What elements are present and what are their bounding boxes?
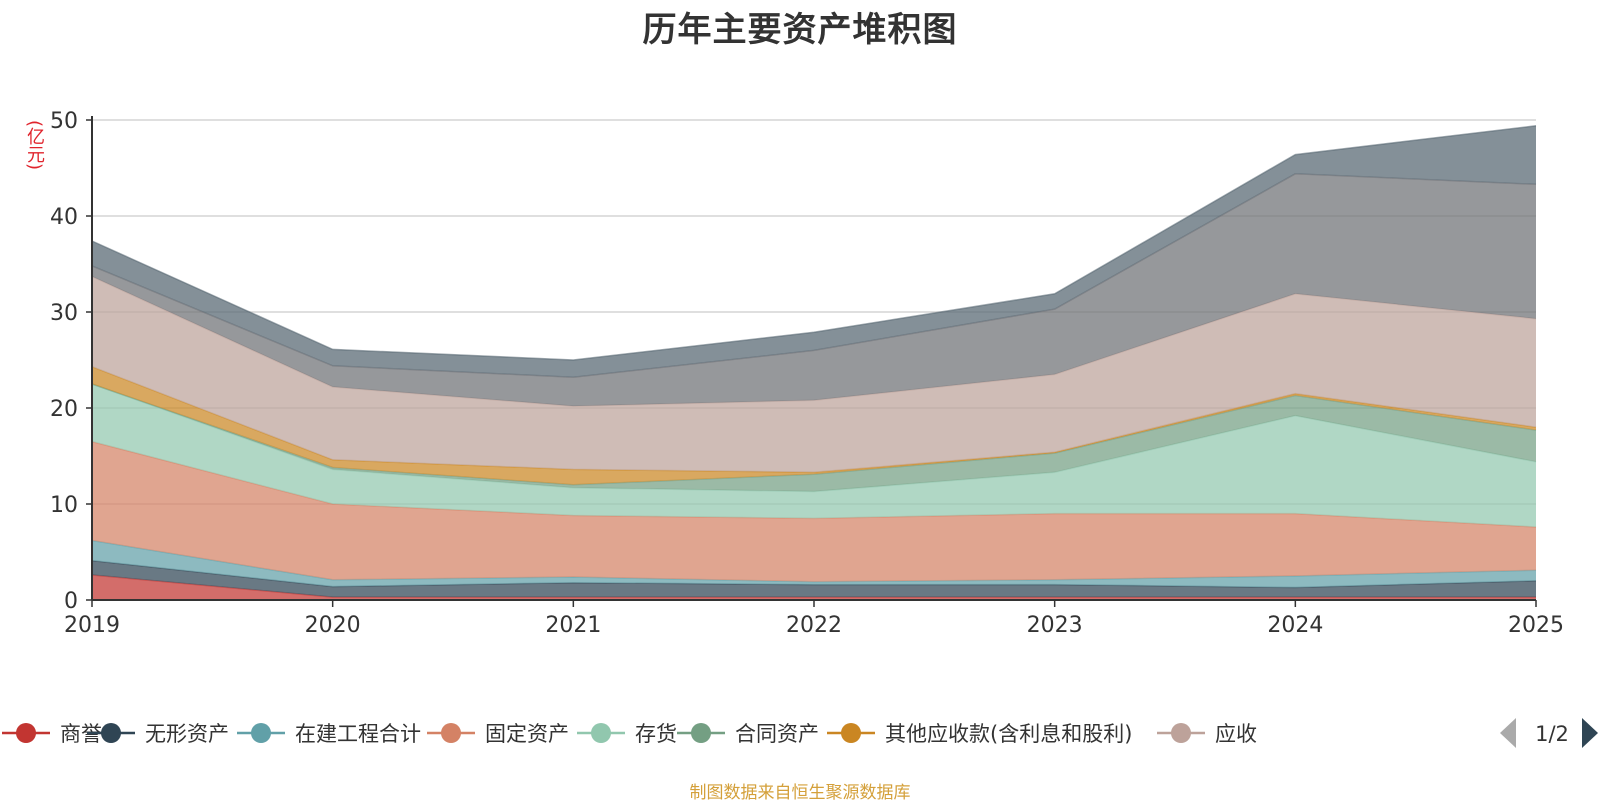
legend: 商誉 无形资产 在建工程合计 固定资产 存货 合同资产 其他应收款(含利息和股利) 应收 1/2 bbox=[2, 718, 1598, 748]
y-tick-label: 30 bbox=[50, 301, 78, 326]
legend-prev-page-icon[interactable] bbox=[1500, 718, 1516, 748]
legend-item-7[interactable]: 应收 bbox=[1157, 722, 1257, 746]
legend-item-3[interactable]: 固定资产 bbox=[427, 722, 569, 746]
legend-label: 固定资产 bbox=[485, 722, 569, 746]
legend-dot-icon bbox=[1171, 723, 1191, 743]
area-series-3[interactable] bbox=[92, 441, 1536, 582]
legend-label: 存货 bbox=[635, 722, 677, 746]
area-series-9[interactable] bbox=[92, 125, 1536, 378]
area-series-1[interactable] bbox=[92, 560, 1536, 598]
legend-dot-icon bbox=[251, 723, 271, 743]
area-series-line-9 bbox=[91, 125, 1537, 361]
legend-item-5[interactable]: 合同资产 bbox=[677, 722, 819, 746]
legend-dot-icon bbox=[591, 723, 611, 743]
data-source-footer: 制图数据来自恒生聚源数据库 bbox=[689, 783, 911, 803]
legend-item-1[interactable]: 无形资产 bbox=[87, 722, 229, 746]
x-tick-label: 2022 bbox=[786, 613, 842, 638]
axes: 0 10 20 30 40 50 2019 2020 2021 2022 2023 2024 2025 bbox=[50, 109, 1564, 638]
x-tick-label: 2025 bbox=[1508, 613, 1564, 638]
area-series-8[interactable] bbox=[92, 173, 1536, 407]
legend-label: 其他应收款(含利息和股利) bbox=[885, 722, 1132, 746]
y-tick-label: 10 bbox=[50, 493, 78, 518]
chart-title: 历年主要资产堆积图 bbox=[642, 10, 958, 50]
legend-dot-icon bbox=[101, 723, 121, 743]
legend-label: 应收 bbox=[1215, 722, 1257, 746]
legend-next-page-icon[interactable] bbox=[1582, 718, 1598, 748]
legend-dot-icon bbox=[441, 723, 461, 743]
legend-label: 无形资产 bbox=[145, 722, 229, 746]
legend-item-2[interactable]: 在建工程合计 bbox=[237, 722, 421, 746]
x-tick-label: 2021 bbox=[545, 613, 601, 638]
legend-item-4[interactable]: 存货 bbox=[577, 722, 677, 746]
area-series bbox=[91, 125, 1537, 600]
legend-label: 合同资产 bbox=[735, 722, 819, 746]
x-tick-label: 2024 bbox=[1267, 613, 1323, 638]
y-tick-label: 40 bbox=[50, 205, 78, 230]
x-tick-label: 2023 bbox=[1027, 613, 1083, 638]
legend-dot-icon bbox=[16, 723, 36, 743]
legend-dot-icon bbox=[691, 723, 711, 743]
legend-label: 在建工程合计 bbox=[295, 722, 421, 746]
legend-dot-icon bbox=[841, 723, 861, 743]
x-tick-label: 2020 bbox=[305, 613, 361, 638]
y-tick-label: 20 bbox=[50, 397, 78, 422]
y-tick-label: 0 bbox=[64, 589, 78, 614]
y-axis-unit-label: (亿元) bbox=[24, 120, 45, 171]
area-series-7[interactable] bbox=[92, 276, 1536, 473]
legend-item-6[interactable]: 其他应收款(含利息和股利) bbox=[827, 722, 1132, 746]
area-series-4[interactable] bbox=[92, 384, 1536, 527]
x-tick-label: 2019 bbox=[64, 613, 120, 638]
y-tick-label: 50 bbox=[50, 109, 78, 134]
legend-page-indicator: 1/2 bbox=[1535, 722, 1569, 746]
area-series-2[interactable] bbox=[92, 540, 1536, 588]
